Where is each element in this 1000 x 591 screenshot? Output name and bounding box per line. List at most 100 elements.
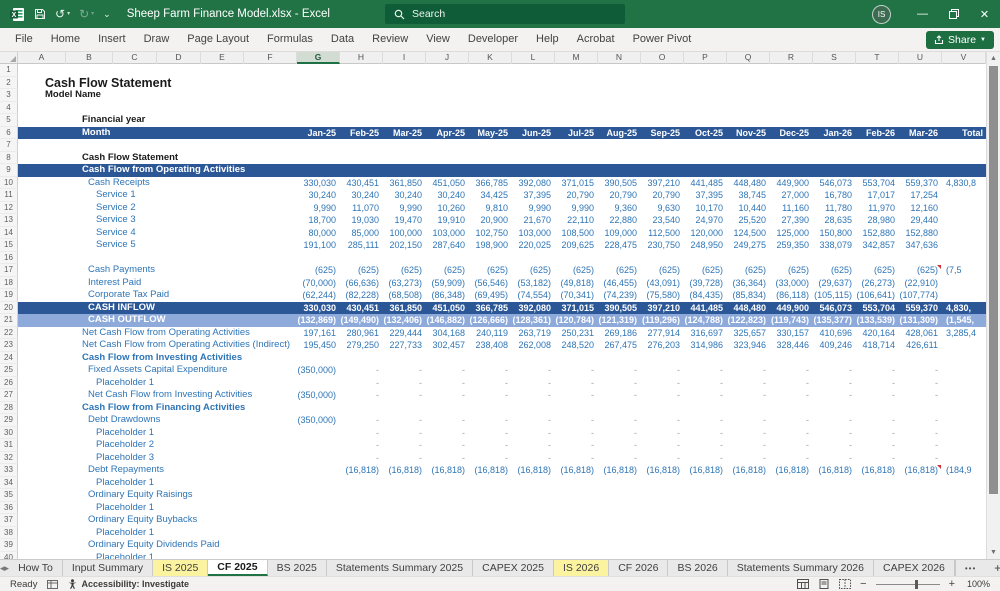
cell[interactable]: - xyxy=(462,377,465,388)
cell[interactable]: (122,823) xyxy=(727,315,766,325)
ribbon-tab-file[interactable]: File xyxy=(15,33,33,45)
new-sheet-button[interactable]: + xyxy=(994,561,1000,575)
cell[interactable]: (53,182) xyxy=(517,277,551,288)
cell[interactable]: 9,990 xyxy=(571,202,594,213)
cell[interactable]: 16,780 xyxy=(824,190,852,200)
cell[interactable]: - xyxy=(892,427,895,438)
column-header-t[interactable]: T xyxy=(856,52,899,64)
row-number[interactable]: 25 xyxy=(0,364,18,377)
cell[interactable]: 316,697 xyxy=(690,327,723,338)
row-number[interactable]: 18 xyxy=(0,276,18,289)
cell[interactable]: 85,000 xyxy=(351,227,379,238)
column-header-a[interactable]: A xyxy=(18,52,66,64)
cell[interactable]: 347,636 xyxy=(905,240,938,250)
cell[interactable]: (350,000) xyxy=(297,390,336,400)
cell[interactable]: - xyxy=(720,452,723,463)
cell[interactable]: - xyxy=(677,390,680,400)
cell[interactable]: 20,790 xyxy=(609,190,637,200)
cell[interactable]: - xyxy=(806,452,809,463)
cell[interactable]: (70,000) xyxy=(302,277,336,288)
ribbon-tab-data[interactable]: Data xyxy=(330,33,355,45)
row-number[interactable]: 2 xyxy=(0,76,18,89)
row-number[interactable]: 24 xyxy=(0,351,18,364)
row-number[interactable]: 1 xyxy=(0,64,18,77)
cell[interactable]: (184,9 xyxy=(946,465,972,475)
cell[interactable]: (625) xyxy=(357,265,379,275)
cell[interactable]: - xyxy=(548,390,551,400)
cell[interactable]: (84,435) xyxy=(689,290,723,300)
cell[interactable]: (16,818) xyxy=(560,465,594,475)
cell[interactable]: 20,900 xyxy=(480,215,508,225)
cell[interactable]: 18,700 xyxy=(308,215,336,225)
cell[interactable]: 112,500 xyxy=(648,227,680,238)
cell[interactable]: 430,451 xyxy=(346,302,379,313)
row-label[interactable]: Service 4 xyxy=(96,226,136,238)
ribbon-tab-home[interactable]: Home xyxy=(50,33,81,45)
row-number[interactable]: 33 xyxy=(0,464,18,477)
column-header-q[interactable]: Q xyxy=(727,52,770,64)
ribbon-tab-insert[interactable]: Insert xyxy=(98,33,126,45)
cell[interactable]: (66,636) xyxy=(345,277,379,288)
row-label[interactable]: Corporate Tax Paid xyxy=(88,289,170,300)
cell[interactable]: - xyxy=(849,365,852,375)
cell[interactable]: - xyxy=(634,365,637,375)
row-number[interactable]: 14 xyxy=(0,226,18,239)
column-header-o[interactable]: O xyxy=(641,52,684,64)
cell[interactable]: 259,350 xyxy=(776,240,809,250)
cell[interactable]: 366,785 xyxy=(475,302,508,313)
cell[interactable]: (33,000) xyxy=(775,277,809,288)
cell[interactable]: - xyxy=(548,440,551,450)
row-number[interactable]: 34 xyxy=(0,476,18,489)
cell[interactable]: - xyxy=(634,390,637,400)
cell[interactable]: 124,500 xyxy=(733,227,766,238)
cell[interactable]: 285,111 xyxy=(347,240,379,250)
cell[interactable]: - xyxy=(462,452,465,463)
cell[interactable]: (86,348) xyxy=(431,290,465,300)
cell[interactable]: Jan-26 xyxy=(823,127,852,138)
ribbon-tab-power-pivot[interactable]: Power Pivot xyxy=(632,33,692,45)
ribbon-tab-draw[interactable]: Draw xyxy=(143,33,170,45)
cell[interactable]: 80,000 xyxy=(308,227,336,238)
sheet-tab-bs-2025[interactable]: BS 2025 xyxy=(268,560,327,576)
row-number[interactable]: 28 xyxy=(0,401,18,414)
row-label[interactable]: Placeholder 1 xyxy=(96,501,155,513)
cell[interactable]: 19,030 xyxy=(351,215,379,225)
page-layout-view-icon[interactable] xyxy=(818,579,830,589)
cell[interactable]: 195,450 xyxy=(303,340,336,350)
row-label[interactable]: Cash Flow from Investing Activities xyxy=(82,351,243,363)
row-label[interactable]: Interest Paid xyxy=(88,276,142,288)
cell[interactable]: (16,818) xyxy=(775,465,809,475)
row-label[interactable]: Cash Flow from Operating Activities xyxy=(82,164,246,175)
cell[interactable]: 27,000 xyxy=(781,190,809,200)
cell[interactable]: 9,990 xyxy=(399,202,422,213)
row-number[interactable]: 3 xyxy=(0,89,18,102)
cell[interactable]: (22,910) xyxy=(904,277,938,288)
cell[interactable]: - xyxy=(548,427,551,438)
cell[interactable]: (625) xyxy=(486,265,508,275)
cell[interactable]: 28,635 xyxy=(824,215,852,225)
cell[interactable] xyxy=(942,227,986,240)
row-label[interactable] xyxy=(18,64,297,77)
cell[interactable]: Jun-25 xyxy=(521,127,551,138)
cell[interactable]: 559,370 xyxy=(905,177,938,188)
cell[interactable]: 103,000 xyxy=(432,227,465,238)
cell[interactable]: 559,370 xyxy=(905,302,938,313)
zoom-in-button[interactable]: + xyxy=(948,578,955,590)
cell[interactable]: (105,115) xyxy=(814,290,852,300)
redo-icon[interactable]: ↻ ▾ xyxy=(79,7,95,21)
cell[interactable]: 304,168 xyxy=(432,327,465,338)
macro-record-icon[interactable] xyxy=(47,579,59,589)
cell[interactable]: (625) xyxy=(873,265,895,275)
cell[interactable]: - xyxy=(634,377,637,388)
cell[interactable]: - xyxy=(892,390,895,400)
cell[interactable]: (16,818) xyxy=(818,465,852,475)
cell[interactable]: 546,073 xyxy=(819,302,852,313)
cell[interactable]: - xyxy=(720,377,723,388)
cell[interactable]: 30,240 xyxy=(437,190,465,200)
cell[interactable]: - xyxy=(763,452,766,463)
cell[interactable]: 448,480 xyxy=(733,302,766,313)
ribbon-tab-page-layout[interactable]: Page Layout xyxy=(187,33,250,45)
customize-quick-access-icon[interactable]: ⌄ xyxy=(103,9,111,19)
row-number[interactable]: 29 xyxy=(0,414,18,427)
cell[interactable]: - xyxy=(892,377,895,388)
